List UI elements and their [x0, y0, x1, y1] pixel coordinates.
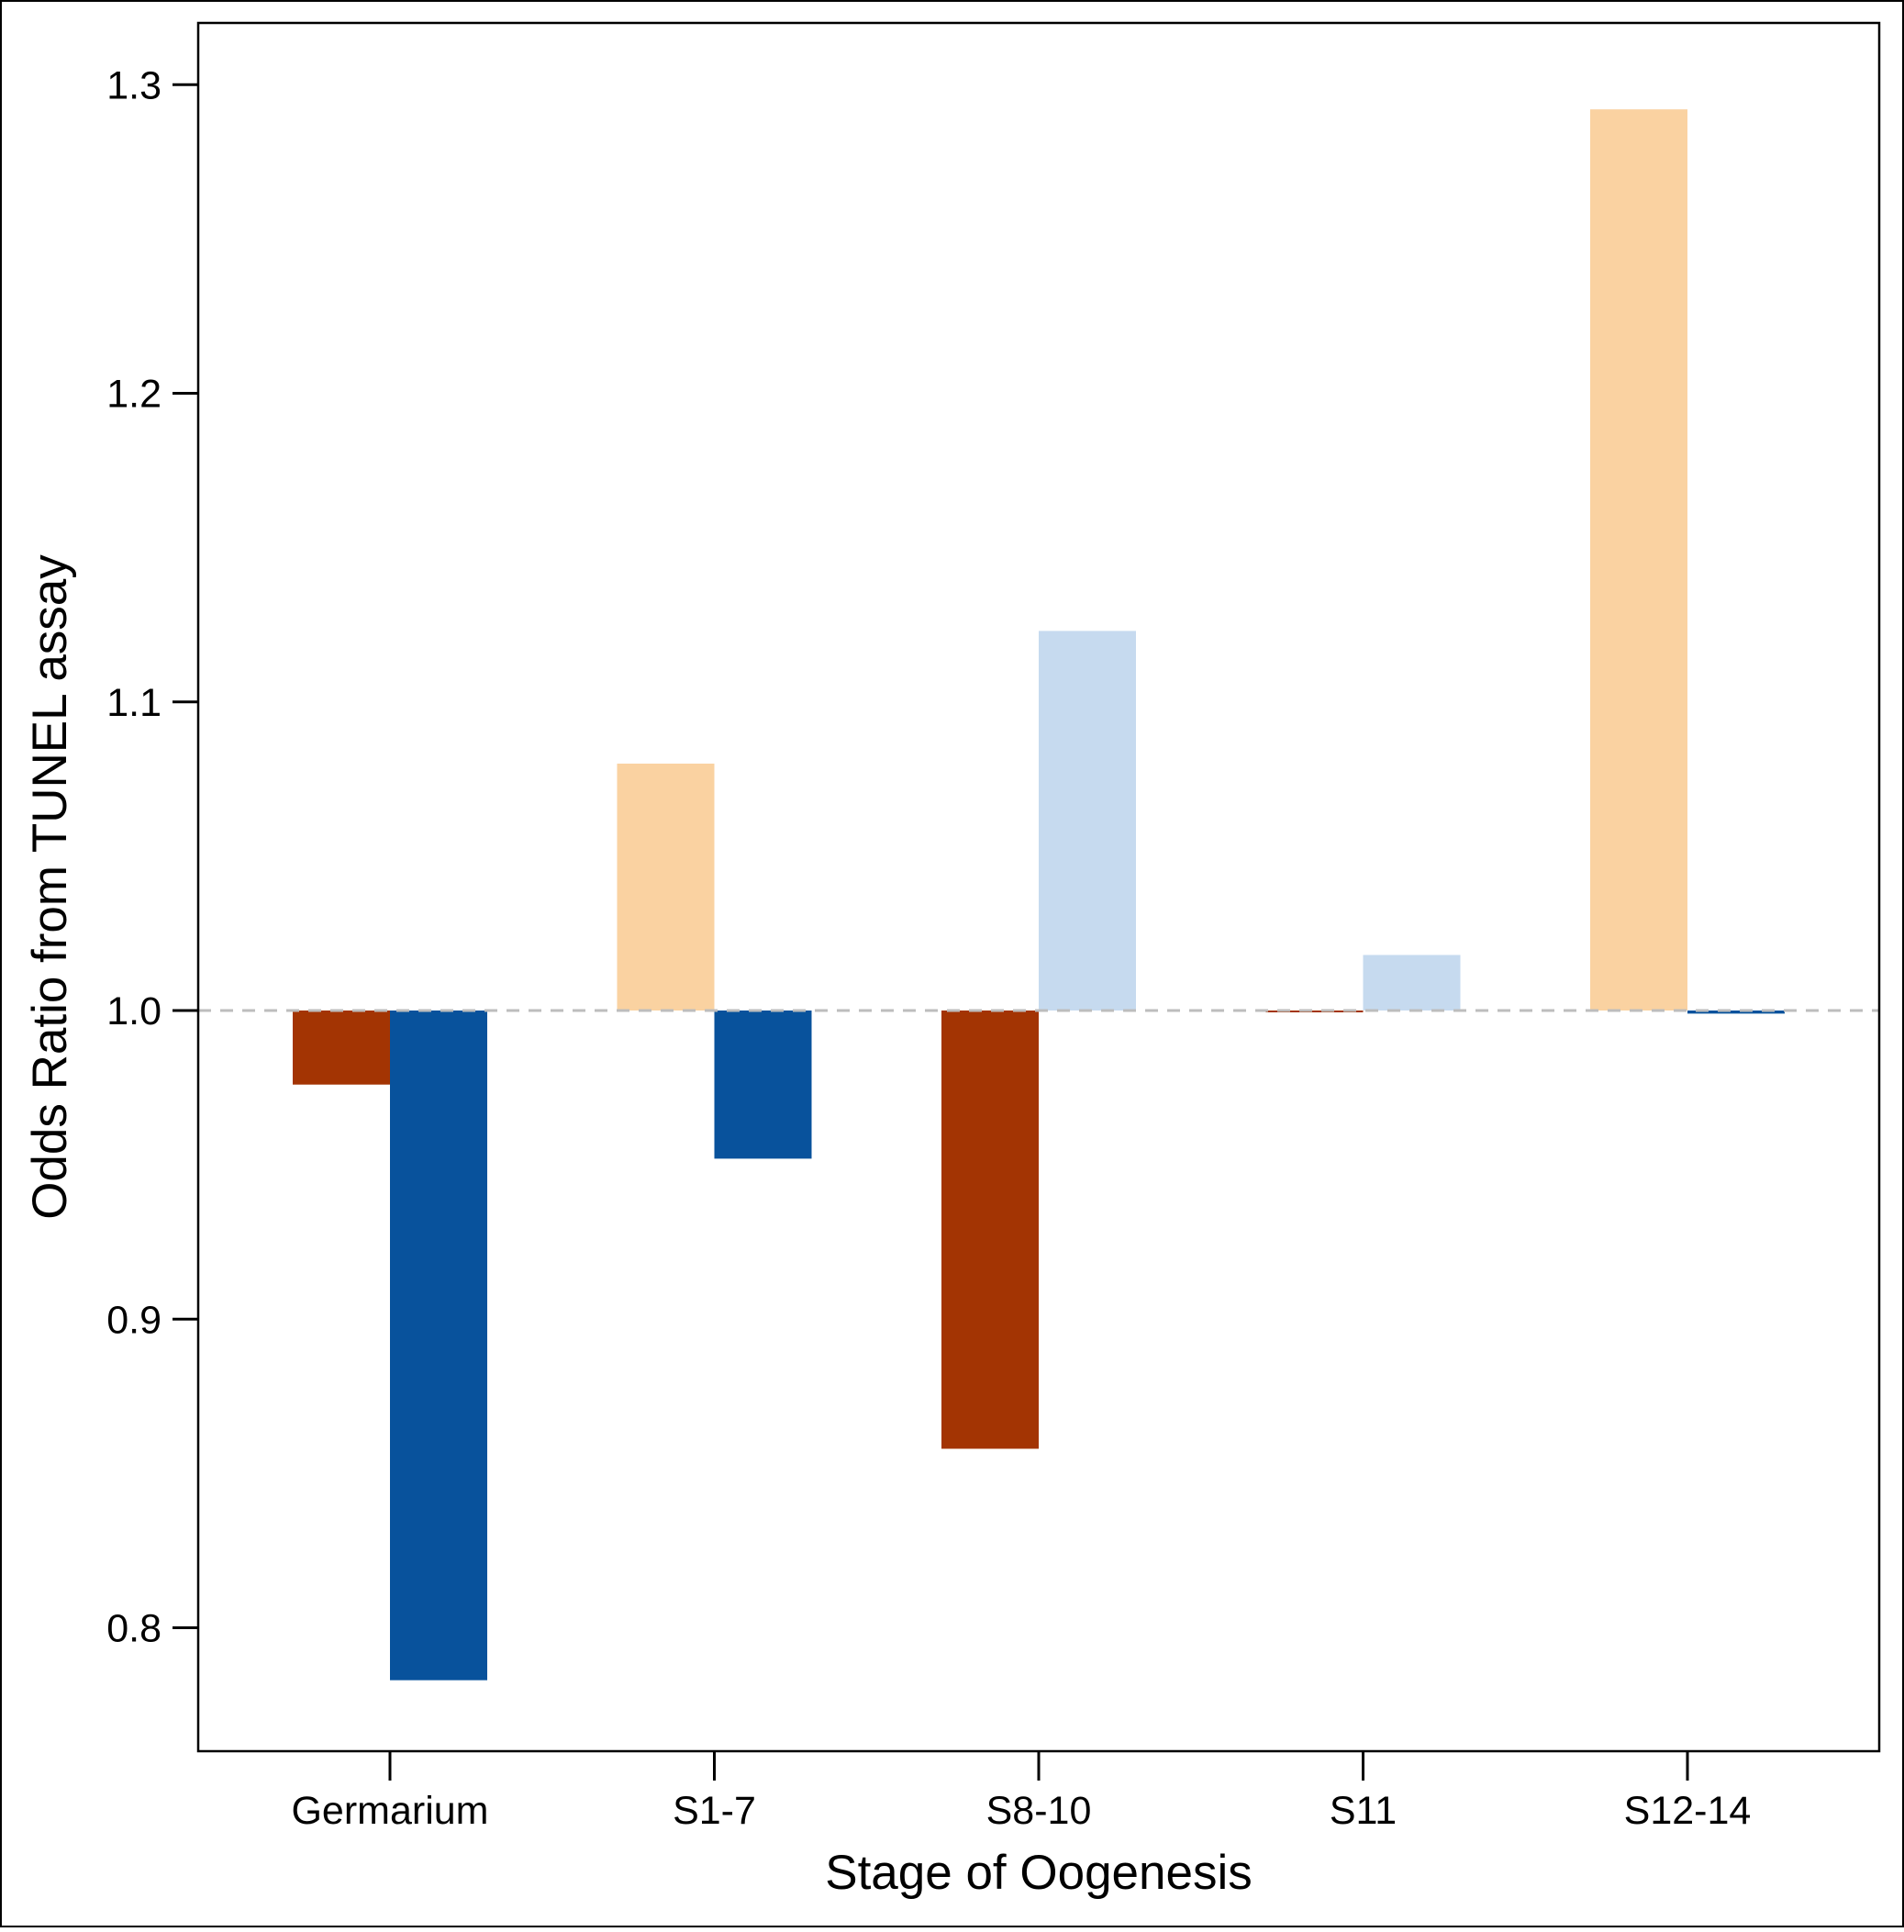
bar-s11-1: [1265, 1011, 1364, 1012]
x-tick-label: S12-14: [1624, 1789, 1752, 1833]
bar-germarium-2: [390, 1011, 487, 1681]
bar-s8-10-2: [1039, 631, 1136, 1011]
y-tick-label: 1.3: [106, 63, 161, 107]
y-axis-title: Odds Ratio from TUNEL assay: [23, 554, 77, 1220]
x-axis: Germarium S1-7 S8-10 S11 S12-14: [291, 1751, 1751, 1833]
x-tick-label: S11: [1330, 1789, 1397, 1833]
bar-s1-7-1: [617, 764, 715, 1011]
bars-layer: [293, 109, 1785, 1681]
bar-s11-2: [1363, 955, 1461, 1011]
bar-s12-14-2: [1687, 1011, 1785, 1014]
bar-germarium-1: [293, 1011, 390, 1085]
x-tick-label: S8-10: [986, 1789, 1092, 1833]
y-tick-label: 0.9: [106, 1298, 161, 1342]
x-tick-label: S1-7: [673, 1789, 756, 1833]
y-tick-label: 1.0: [106, 989, 161, 1033]
bar-s1-7-2: [714, 1011, 812, 1159]
y-tick-label: 1.2: [106, 373, 161, 417]
bar-s12-14-1: [1590, 109, 1687, 1011]
y-tick-label: 0.8: [106, 1607, 161, 1651]
x-tick-label: Germarium: [291, 1789, 488, 1833]
bar-s8-10-1: [941, 1011, 1039, 1449]
y-axis: 0.8 0.9 1.0 1.1 1.2 1.3: [106, 63, 198, 1651]
y-tick-label: 1.1: [106, 681, 161, 725]
x-axis-title: Stage of Oogenesis: [825, 1846, 1253, 1900]
